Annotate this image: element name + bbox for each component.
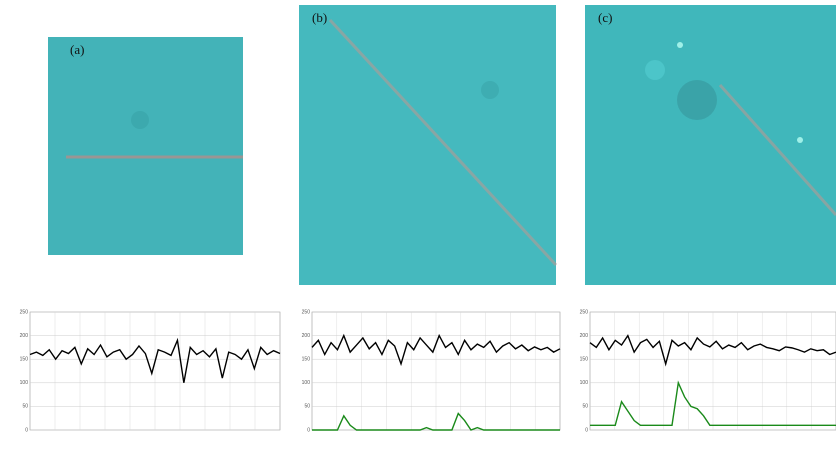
cell bbox=[677, 80, 717, 120]
y-tick-label: 150 bbox=[20, 357, 29, 363]
profile-line bbox=[311, 333, 561, 367]
cell bbox=[645, 60, 665, 80]
profile-line bbox=[312, 412, 560, 431]
y-tick-label: 0 bbox=[585, 427, 588, 433]
micrographs: (a) (b) (c) bbox=[48, 5, 836, 285]
y-tick-label: 50 bbox=[22, 404, 28, 410]
y-tick-label: 150 bbox=[302, 357, 311, 363]
y-tick-label: 200 bbox=[580, 333, 589, 339]
micrograph-a bbox=[48, 37, 243, 255]
y-tick-label: 200 bbox=[302, 333, 311, 339]
y-tick-label: 100 bbox=[580, 380, 589, 386]
micrograph-c bbox=[585, 5, 836, 285]
profile-line bbox=[590, 380, 836, 426]
profile-line bbox=[29, 337, 281, 383]
panel-label: (a) bbox=[70, 42, 84, 57]
cell bbox=[677, 42, 683, 48]
profile-line bbox=[328, 18, 558, 267]
cell bbox=[131, 111, 149, 129]
y-tick-label: 0 bbox=[307, 427, 310, 433]
y-tick-label: 150 bbox=[580, 357, 589, 363]
y-tick-label: 250 bbox=[20, 309, 29, 315]
panel-label: (c) bbox=[598, 10, 612, 25]
y-tick-label: 200 bbox=[20, 333, 29, 339]
y-tick-label: 250 bbox=[580, 309, 589, 315]
profile-line bbox=[718, 84, 836, 216]
y-tick-label: 50 bbox=[582, 404, 588, 410]
panel-label: (b) bbox=[312, 10, 327, 25]
cell bbox=[797, 137, 803, 143]
y-tick-label: 100 bbox=[302, 380, 311, 386]
y-tick-label: 0 bbox=[25, 427, 28, 433]
cell bbox=[481, 81, 499, 99]
y-tick-label: 250 bbox=[302, 309, 311, 315]
profile-line bbox=[589, 334, 836, 367]
y-tick-label: 100 bbox=[20, 380, 29, 386]
y-tick-label: 50 bbox=[304, 404, 310, 410]
micrograph-b bbox=[299, 5, 556, 285]
